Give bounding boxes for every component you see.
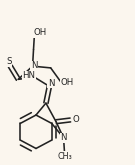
Text: OH: OH [34,28,47,37]
Text: N: N [31,61,37,70]
Text: HN: HN [22,71,35,80]
Text: N: N [48,79,54,88]
Text: OH: OH [60,78,73,87]
Text: N: N [60,133,67,142]
Text: O: O [72,115,79,124]
Text: CH₃: CH₃ [57,152,72,161]
Text: S: S [6,57,11,66]
